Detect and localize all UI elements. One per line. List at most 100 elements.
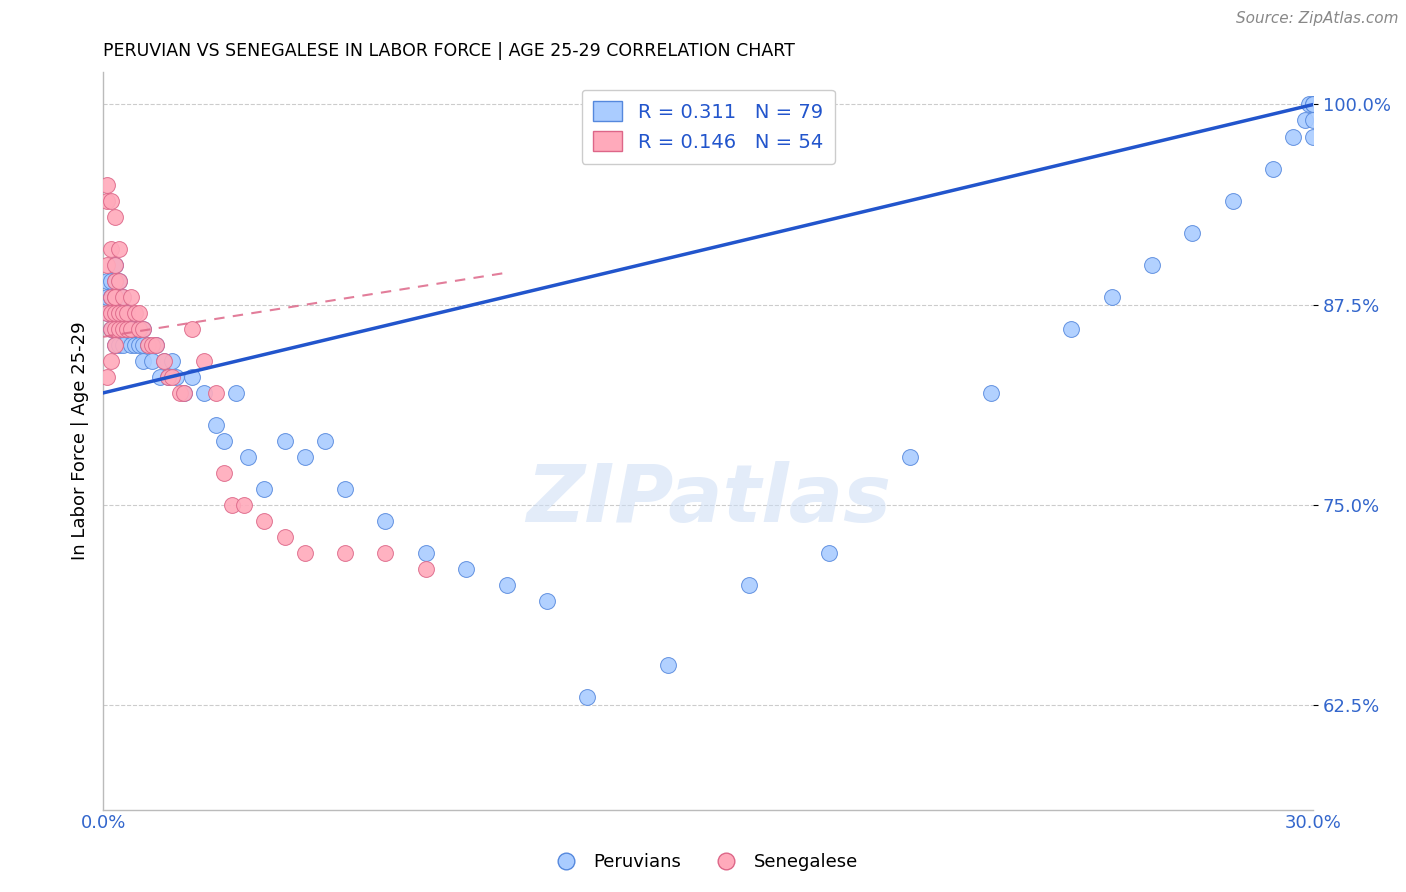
Point [96, 370, 118, 384]
Point [108, 322, 131, 336]
Point [156, 370, 179, 384]
Point [141, 354, 163, 368]
Point [124, 322, 146, 336]
Point [173, 385, 195, 400]
Point [104, 322, 127, 336]
Point [100, 354, 122, 368]
Point [333, 546, 356, 560]
Point [104, 274, 127, 288]
Point [96, 274, 118, 288]
Point [273, 434, 295, 448]
Point [314, 434, 336, 448]
Point [415, 546, 437, 560]
Point [108, 274, 131, 288]
Point [117, 322, 139, 336]
Point [818, 546, 841, 560]
Point [128, 338, 150, 352]
Point [415, 562, 437, 576]
Point [104, 210, 127, 224]
Point [145, 338, 167, 352]
Y-axis label: In Labor Force | Age 25-29: In Labor Force | Age 25-29 [72, 322, 89, 560]
Text: ZIPatlas: ZIPatlas [526, 461, 891, 539]
Point [1294, 113, 1316, 128]
Point [104, 322, 127, 336]
Point [96, 178, 118, 192]
Point [1302, 129, 1324, 144]
Point [253, 514, 276, 528]
Point [108, 322, 131, 336]
Point [1060, 322, 1083, 336]
Point [120, 290, 142, 304]
Point [193, 354, 215, 368]
Point [576, 690, 599, 705]
Point [104, 258, 127, 272]
Point [104, 274, 127, 288]
Point [212, 434, 235, 448]
Point [100, 290, 122, 304]
Point [233, 498, 256, 512]
Point [173, 385, 195, 400]
Point [108, 242, 131, 256]
Point [124, 306, 146, 320]
Point [104, 290, 127, 304]
Point [100, 322, 122, 336]
Point [160, 370, 183, 384]
Point [112, 322, 135, 336]
Point [112, 290, 135, 304]
Point [104, 338, 127, 352]
Point [1302, 97, 1324, 112]
Point [96, 194, 118, 208]
Point [169, 385, 191, 400]
Point [100, 242, 122, 256]
Point [132, 322, 155, 336]
Point [1222, 194, 1244, 208]
Point [273, 530, 295, 544]
Legend: R = 0.311   N = 79, R = 0.146   N = 54: R = 0.311 N = 79, R = 0.146 N = 54 [582, 89, 835, 163]
Point [112, 322, 135, 336]
Point [225, 385, 247, 400]
Point [120, 338, 142, 352]
Point [108, 338, 131, 352]
Point [253, 482, 276, 496]
Text: Source: ZipAtlas.com: Source: ZipAtlas.com [1236, 11, 1399, 26]
Point [108, 306, 131, 320]
Point [104, 258, 127, 272]
Point [112, 306, 135, 320]
Point [132, 354, 155, 368]
Point [120, 322, 142, 336]
Point [120, 322, 142, 336]
Point [100, 290, 122, 304]
Point [221, 498, 243, 512]
Point [1302, 113, 1324, 128]
Point [104, 338, 127, 352]
Point [898, 450, 921, 464]
Legend: Peruvians, Senegalese: Peruvians, Senegalese [541, 847, 865, 879]
Point [152, 354, 174, 368]
Point [165, 370, 187, 384]
Point [100, 306, 122, 320]
Point [100, 274, 122, 288]
Point [108, 290, 131, 304]
Point [1101, 290, 1123, 304]
Point [1140, 258, 1163, 272]
Point [205, 385, 228, 400]
Point [980, 385, 1002, 400]
Point [149, 370, 172, 384]
Point [1302, 97, 1324, 112]
Point [124, 338, 146, 352]
Point [132, 338, 155, 352]
Point [136, 338, 159, 352]
Point [374, 546, 396, 560]
Point [205, 417, 228, 432]
Point [96, 306, 118, 320]
Point [456, 562, 478, 576]
Point [238, 450, 260, 464]
Point [1261, 161, 1284, 176]
Point [180, 322, 202, 336]
Point [374, 514, 396, 528]
Point [128, 322, 150, 336]
Point [1282, 129, 1305, 144]
Point [294, 546, 316, 560]
Point [117, 306, 139, 320]
Point [128, 306, 150, 320]
